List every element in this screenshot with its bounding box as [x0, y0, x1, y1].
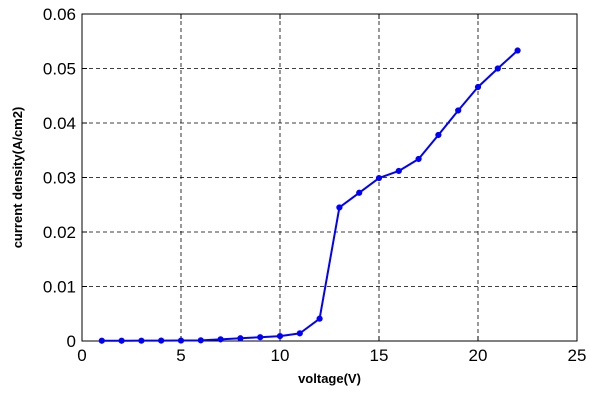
y-tick-label: 0: [67, 332, 76, 351]
data-point: [435, 131, 442, 139]
data-point: [514, 47, 521, 54]
data-point: [316, 315, 323, 322]
y-tick-label: 0.03: [43, 169, 76, 188]
data-point: [336, 204, 343, 211]
x-tick-label: 0: [77, 346, 86, 365]
data-point: [276, 332, 284, 340]
x-tick-label: 20: [469, 346, 488, 365]
x-axis-label: voltage(V): [298, 371, 361, 386]
data-point: [158, 337, 165, 344]
x-tick-label: 10: [271, 346, 290, 365]
data-point: [494, 65, 501, 72]
y-tick-label: 0.05: [43, 60, 76, 79]
y-tick-label: 0.01: [43, 278, 76, 297]
series-group: [98, 47, 521, 344]
y-axis-label: current density(A/cm2): [10, 107, 25, 249]
x-tick-label: 25: [568, 346, 587, 365]
y-tick-label: 0.04: [43, 114, 76, 133]
data-point: [177, 337, 185, 344]
axis-ticks: [81, 13, 578, 342]
data-point: [217, 336, 224, 343]
data-point: [118, 337, 125, 344]
series-line: [101, 49, 519, 342]
data-point: [296, 330, 303, 337]
data-point: [356, 189, 363, 196]
data-point: [375, 174, 383, 182]
y-axis-tick-labels: 0 0.01 0.02 0.03 0.04 0.05 0.06: [43, 5, 76, 351]
y-tick-label: 0.06: [43, 5, 76, 24]
data-point: [237, 335, 244, 342]
data-point: [415, 155, 422, 163]
data-point: [395, 167, 402, 175]
y-tick-label: 0.02: [43, 223, 76, 242]
x-tick-label: 15: [370, 346, 389, 365]
data-point: [474, 83, 482, 91]
x-tick-label: 5: [176, 346, 185, 365]
data-point: [257, 334, 264, 341]
data-point: [98, 337, 105, 344]
data-point: [138, 337, 145, 344]
data-point: [197, 337, 204, 344]
x-axis-tick-labels: 0 5 10 15 20 25: [77, 346, 586, 365]
data-point: [455, 107, 462, 114]
